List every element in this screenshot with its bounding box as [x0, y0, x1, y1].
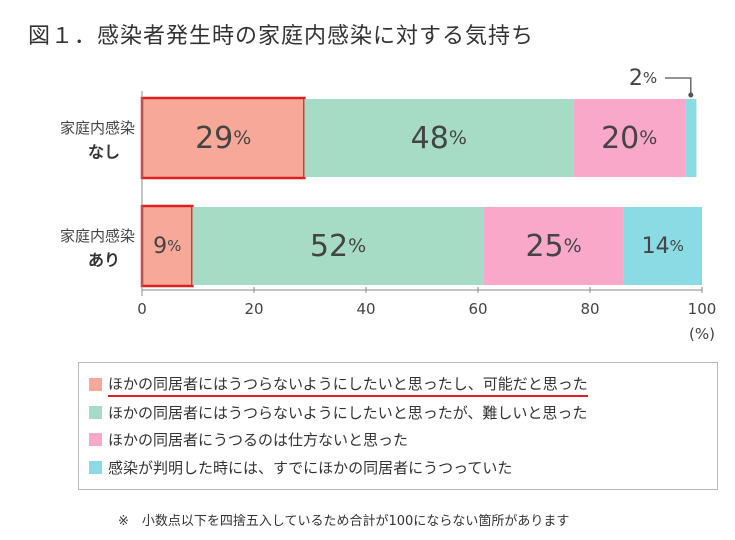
legend-item-2: ほかの同居者にうつるのは仕方ないと思った [89, 426, 707, 454]
legend-swatch-3 [89, 460, 102, 474]
category-label-0-line1: 家庭内感染 [60, 119, 135, 137]
bar-1-3 [623, 207, 702, 285]
legend-item-3: 感染が判明した時には、すでにほかの同居者にうつっていた [89, 454, 707, 482]
legend-label-2: ほかの同居者にうつるのは仕方ないと思った [108, 431, 409, 450]
bar-0-0 [142, 99, 305, 177]
legend-swatch-2 [89, 433, 102, 447]
x-axis-unit: (%) [689, 325, 715, 343]
bar-0-1 [304, 99, 574, 177]
data-label-0-2: 20% [601, 121, 657, 156]
bar-1-0 [142, 207, 193, 285]
category-label-1-line1: 家庭内感染 [60, 227, 135, 245]
legend: ほかの同居者にはうつらないようにしたいと思ったし、可能だと思ったほかの同居者には… [78, 362, 718, 490]
legend-swatch-1 [89, 405, 102, 419]
leader-dot-0-3 [688, 92, 694, 98]
legend-item-1: ほかの同居者にはうつらないようにしたいと思ったが、難しいと思った [89, 399, 707, 427]
legend-label-3: 感染が判明した時には、すでにほかの同居者にうつっていた [108, 458, 513, 477]
x-tick-label-1: 20 [244, 300, 263, 318]
data-label-1-1: 52% [310, 229, 366, 264]
chart-title: 図１．感染者発生時の家庭内感染に対する気持ち [28, 24, 535, 49]
data-label-1-0: 9% [153, 234, 181, 259]
legend-label-1: ほかの同居者にはうつらないようにしたいと思ったが、難しいと思った [108, 403, 588, 422]
bar-0-2 [573, 99, 686, 177]
x-tick-label-2: 40 [356, 300, 375, 318]
data-label-0-0: 29% [195, 121, 251, 156]
x-tick-label-3: 60 [468, 300, 487, 318]
bar-0-3 [685, 99, 697, 177]
leader-line-0-3 [665, 77, 692, 95]
x-tick-label-0: 0 [137, 300, 147, 318]
data-label-1-3: 14% [642, 234, 684, 259]
bar-1-1 [192, 207, 484, 285]
data-label-0-1: 48% [411, 121, 467, 156]
footnote: ※ 小数点以下を四捨五入しているため合計が100にならない箇所があります [118, 514, 570, 529]
category-label-0-line2: なし [88, 143, 120, 162]
data-label-1-2: 25% [525, 229, 581, 264]
legend-swatch-0 [89, 378, 102, 392]
bar-1-2 [483, 207, 624, 285]
data-label-0-3: 2% [629, 66, 657, 91]
x-tick-label-5: 100 [688, 300, 717, 318]
legend-label-0: ほかの同居者にはうつらないようにしたいと思ったし、可能だと思った [108, 373, 588, 397]
x-tick-label-4: 80 [580, 300, 599, 318]
category-label-1-line2: あり [88, 251, 120, 270]
legend-item-0: ほかの同居者にはうつらないようにしたいと思ったし、可能だと思った [89, 371, 707, 399]
